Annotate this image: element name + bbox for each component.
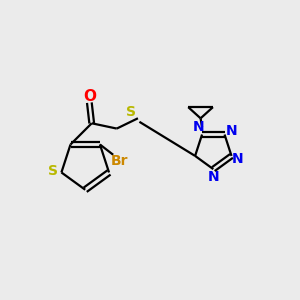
Text: N: N (226, 124, 238, 138)
Text: N: N (232, 152, 244, 167)
Text: Br: Br (111, 154, 128, 168)
Text: S: S (127, 105, 136, 119)
Text: S: S (48, 164, 58, 178)
Text: N: N (208, 170, 219, 184)
Text: O: O (83, 89, 96, 104)
Text: N: N (193, 120, 204, 134)
